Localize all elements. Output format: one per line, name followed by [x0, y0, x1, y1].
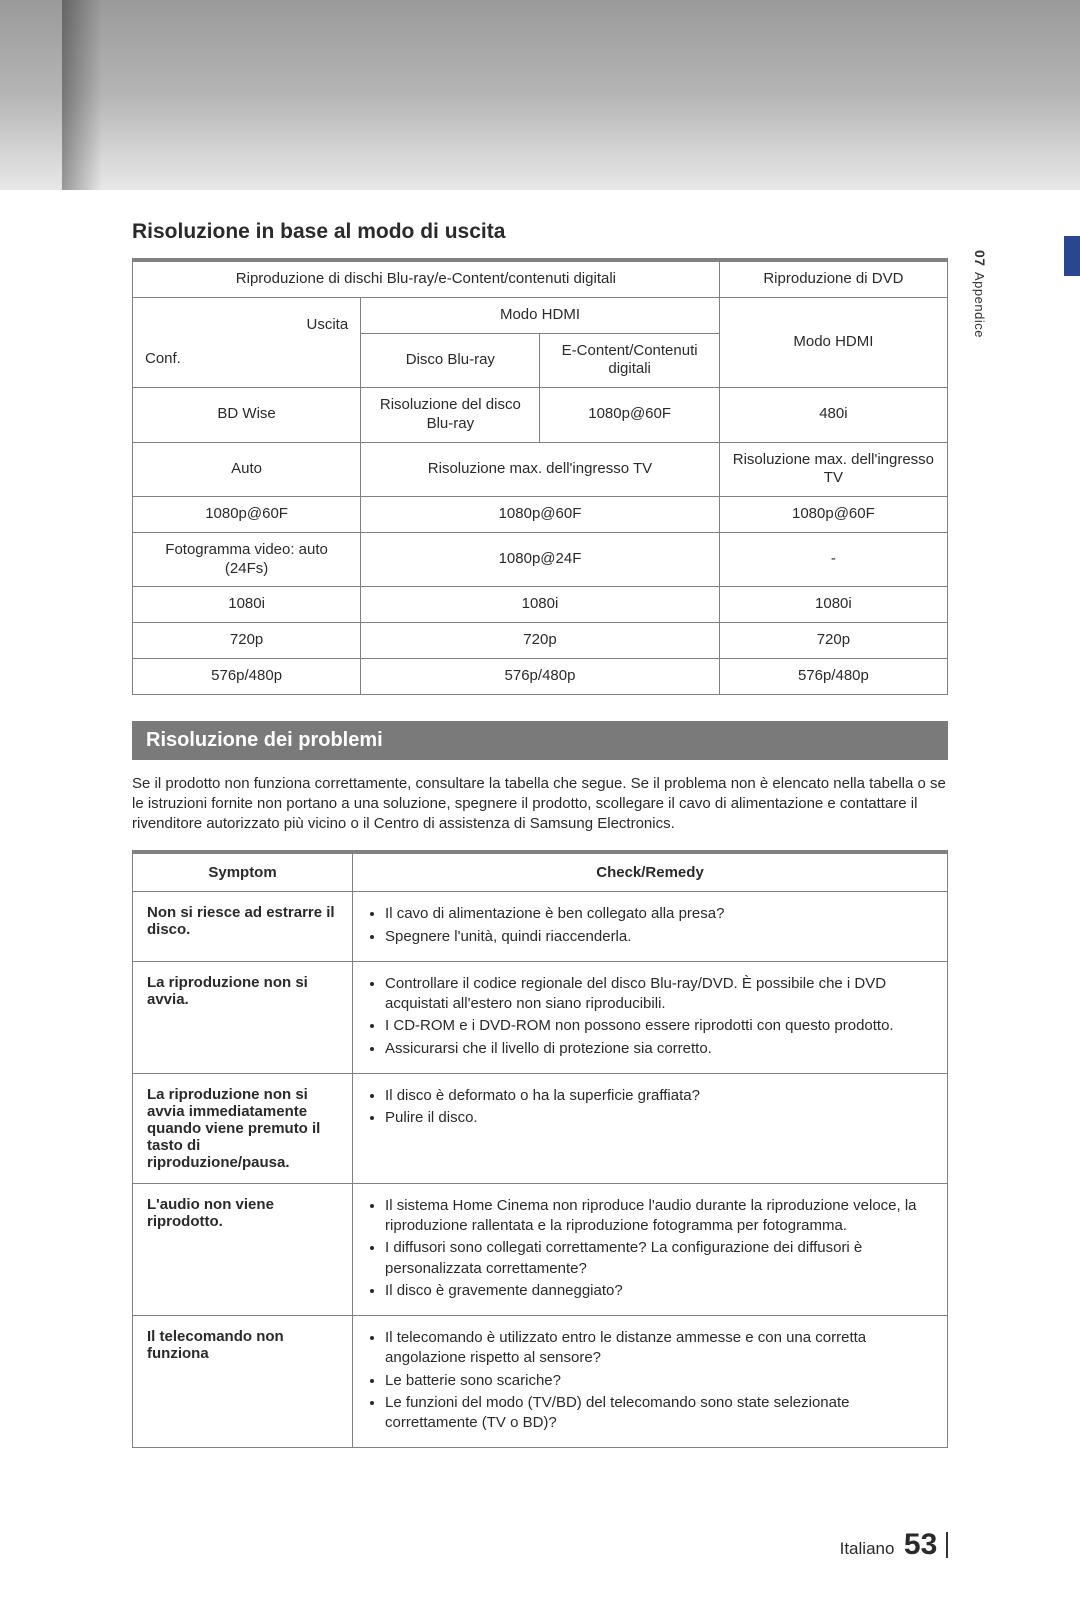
list-item: Le batterie sono scariche? [385, 1371, 933, 1391]
page-footer: Italiano 53 [0, 1488, 1080, 1622]
value-cell: 1080p@60F [361, 497, 720, 533]
resolution-table: Riproduzione di dischi Blu-ray/e-Content… [132, 261, 948, 695]
modo-hdmi-dvd: Modo HDMI [719, 297, 947, 387]
value-cell: 1080p@24F [361, 532, 720, 587]
section-title-resolution: Risoluzione in base al modo di uscita [132, 220, 948, 244]
table-row: La riproduzione non si avvia. Controllare… [133, 961, 948, 1073]
conf-cell: 720p [133, 623, 361, 659]
conf-cell: 576p/480p [133, 658, 361, 694]
footer-bar-icon [946, 1532, 948, 1558]
value-cell: 720p [361, 623, 720, 659]
value-cell: 1080p@60F [719, 497, 947, 533]
remedy-list: Il telecomando è utilizzato entro le dis… [367, 1328, 933, 1433]
symptom-cell: La riproduzione non si avvia. [133, 961, 353, 1073]
conf-cell: Auto [133, 442, 361, 497]
section-accent-bar [1064, 236, 1080, 276]
table-row: 1080i1080i1080i [133, 587, 948, 623]
table-row: AutoRisoluzione max. dell'ingresso TVRis… [133, 442, 948, 497]
troubleshoot-table: Symptom Check/Remedy Non si riesce ad es… [132, 853, 948, 1448]
table-row: Riproduzione di dischi Blu-ray/e-Content… [133, 262, 948, 298]
value-cell: Risoluzione max. dell'ingresso TV [719, 442, 947, 497]
list-item: I CD-ROM e i DVD-ROM non possono essere … [385, 1016, 933, 1036]
conf-label: Conf. [133, 342, 360, 377]
table-row: Non si riesce ad estrarre il disco. Il ca… [133, 892, 948, 962]
conf-cell: 1080p@60F [133, 497, 361, 533]
list-item: Il telecomando è utilizzato entro le dis… [385, 1328, 933, 1369]
conf-cell: Fotogramma video: auto (24Fs) [133, 532, 361, 587]
symptom-cell: La riproduzione non si avvia immediatame… [133, 1073, 353, 1183]
value-cell: 480i [719, 388, 947, 443]
remedy-list: Controllare il codice regionale del disc… [367, 974, 933, 1059]
econtent: E-Content/Contenuti digitali [540, 333, 719, 388]
footer-page: 53 [904, 1528, 937, 1561]
table-row: 720p720p720p [133, 623, 948, 659]
table-row: 1080p@60F1080p@60F1080p@60F [133, 497, 948, 533]
list-item: I diffusori sono collegati correttamente… [385, 1238, 933, 1279]
uscita-label: Uscita [133, 308, 360, 343]
list-item: Il cavo di alimentazione è ben collegato… [385, 904, 933, 924]
section-banner-troubleshoot: Risoluzione dei problemi [132, 721, 948, 760]
value-cell: 1080i [719, 587, 947, 623]
value-cell: 1080p@60F [540, 388, 719, 443]
symptom-cell: L'audio non viene riprodotto. [133, 1183, 353, 1315]
value-cell: Risoluzione max. dell'ingresso TV [361, 442, 720, 497]
footer-lang: Italiano [840, 1539, 895, 1558]
list-item: Il sistema Home Cinema non riproduce l'a… [385, 1196, 933, 1237]
col-remedy: Check/Remedy [353, 854, 948, 892]
table-row: La riproduzione non si avvia immediatame… [133, 1073, 948, 1183]
list-item: Pulire il disco. [385, 1108, 933, 1128]
value-cell: Risoluzione del disco Blu-ray [361, 388, 540, 443]
col-symptom: Symptom [133, 854, 353, 892]
troubleshoot-intro: Se il prodotto non funziona correttament… [132, 774, 948, 835]
disco-bluray: Disco Blu-ray [361, 333, 540, 388]
side-chapter-tab: 07 Appendice [972, 250, 992, 343]
table-row: 576p/480p576p/480p576p/480p [133, 658, 948, 694]
head-dvd: Riproduzione di DVD [719, 262, 947, 298]
value-cell: 576p/480p [361, 658, 720, 694]
table-row: L'audio non viene riprodotto. Il sistema … [133, 1183, 948, 1315]
value-cell: - [719, 532, 947, 587]
chapter-number: 07 [972, 250, 988, 267]
remedy-list: Il disco è deformato o ha la superficie … [367, 1086, 933, 1129]
table-row: Symptom Check/Remedy [133, 854, 948, 892]
table-row: Fotogramma video: auto (24Fs)1080p@24F- [133, 532, 948, 587]
remedy-cell: Il cavo di alimentazione è ben collegato… [353, 892, 948, 962]
symptom-cell: Non si riesce ad estrarre il disco. [133, 892, 353, 962]
conf-cell: BD Wise [133, 388, 361, 443]
list-item: Spegnere l'unità, quindi riaccenderla. [385, 927, 933, 947]
table-row: BD WiseRisoluzione del disco Blu-ray1080… [133, 388, 948, 443]
modo-hdmi-br: Modo HDMI [361, 297, 720, 333]
remedy-cell: Controllare il codice regionale del disc… [353, 961, 948, 1073]
list-item: Le funzioni del modo (TV/BD) del telecom… [385, 1393, 933, 1434]
remedy-cell: Il sistema Home Cinema non riproduce l'a… [353, 1183, 948, 1315]
chapter-label: Appendice [972, 272, 987, 338]
head-bluray: Riproduzione di dischi Blu-ray/e-Content… [133, 262, 720, 298]
remedy-cell: Il disco è deformato o ha la superficie … [353, 1073, 948, 1183]
list-item: Il disco è deformato o ha la superficie … [385, 1086, 933, 1106]
conf-cell: 1080i [133, 587, 361, 623]
table-row: Uscita Conf. Modo HDMI Modo HDMI [133, 297, 948, 333]
remedy-list: Il sistema Home Cinema non riproduce l'a… [367, 1196, 933, 1301]
remedy-list: Il cavo di alimentazione è ben collegato… [367, 904, 933, 947]
value-cell: 1080i [361, 587, 720, 623]
list-item: Il disco è gravemente danneggiato? [385, 1281, 933, 1301]
table-row: Il telecomando non funziona Il telecomand… [133, 1316, 948, 1448]
uscita-conf-cell: Uscita Conf. [133, 297, 361, 387]
remedy-cell: Il telecomando è utilizzato entro le dis… [353, 1316, 948, 1448]
list-item: Assicurarsi che il livello di protezione… [385, 1039, 933, 1059]
value-cell: 576p/480p [719, 658, 947, 694]
symptom-cell: Il telecomando non funziona [133, 1316, 353, 1448]
value-cell: 720p [719, 623, 947, 659]
list-item: Controllare il codice regionale del disc… [385, 974, 933, 1015]
page-top-shadow [0, 0, 1080, 190]
